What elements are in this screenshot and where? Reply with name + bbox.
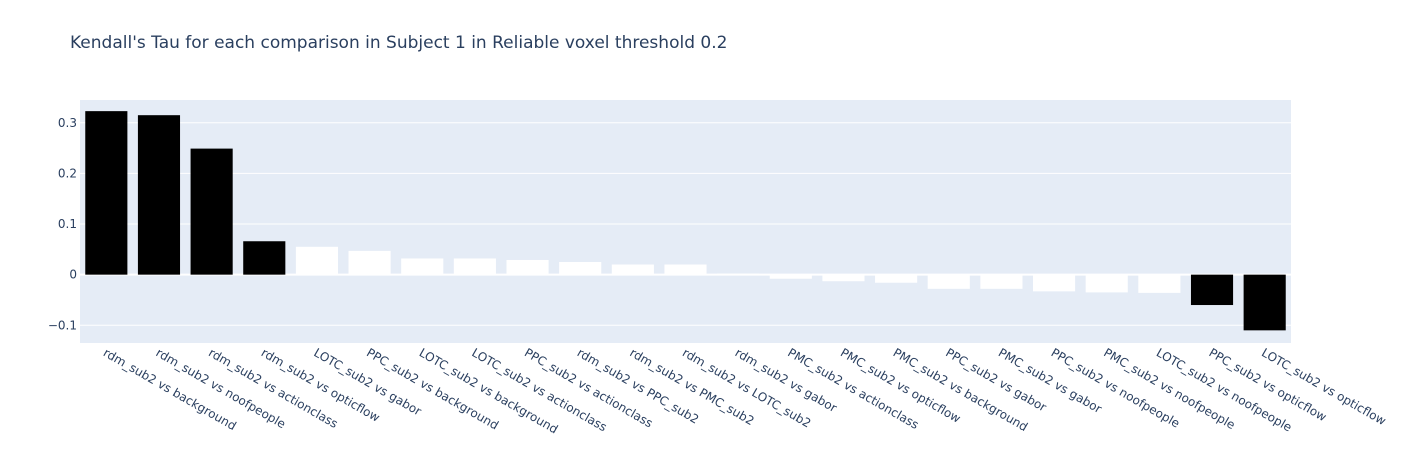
bar [1085,274,1128,293]
bar [927,274,970,289]
bar [717,273,760,275]
y-tick-label: 0.3 [58,116,77,130]
bar [85,111,128,275]
bar [875,274,918,283]
bar [1190,274,1234,306]
y-axis-ticks: −0.1 0 0.1 0.2 0.3 [48,116,77,333]
bar [1243,274,1286,331]
bar [1138,274,1181,293]
bar [348,250,391,275]
bar [664,264,707,275]
bar [1033,274,1076,292]
bar [137,115,181,275]
bars [85,111,1286,331]
y-tick-label: 0.1 [58,217,77,231]
bar [190,148,233,275]
bar [769,274,812,279]
bar [453,258,496,275]
y-tick-label: 0 [69,268,77,282]
bar [401,258,444,275]
bar [559,262,602,275]
plot-background [80,100,1291,343]
bar [295,246,338,275]
bar [822,274,865,282]
bar [506,259,549,275]
bar [980,274,1023,289]
chart-title: Kendall's Tau for each comparison in Sub… [70,33,728,53]
y-tick-label: −0.1 [48,318,77,332]
bar [611,264,654,275]
y-tick-label: 0.2 [58,166,77,180]
bar [243,241,286,275]
